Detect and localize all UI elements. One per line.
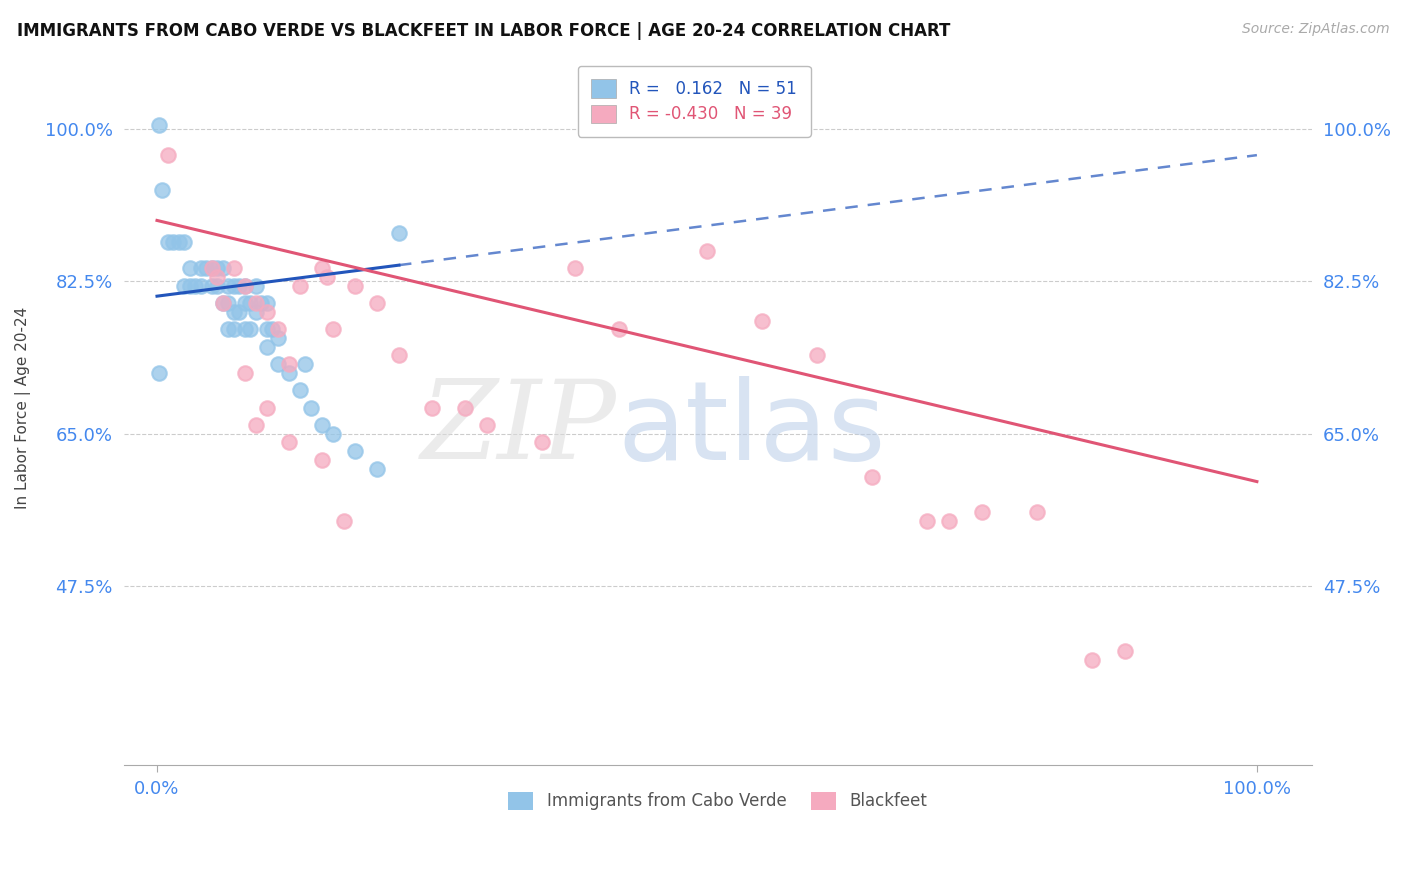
Point [222, 261, 245, 276]
Point [148, 118, 170, 132]
Point [333, 514, 356, 528]
Point [607, 322, 630, 336]
Point [207, 278, 229, 293]
Point [167, 235, 190, 250]
Point [278, 357, 301, 371]
Point [212, 296, 235, 310]
Point [343, 278, 366, 293]
Text: IMMIGRANTS FROM CABO VERDE VS BLACKFEET IN LABOR FORCE | AGE 20-24 CORRELATION C: IMMIGRANTS FROM CABO VERDE VS BLACKFEET … [17, 22, 950, 40]
Point [162, 235, 184, 250]
Point [299, 401, 322, 415]
Point [454, 401, 477, 415]
Point [228, 305, 250, 319]
Point [201, 261, 224, 276]
Point [179, 278, 201, 293]
Point [245, 417, 267, 432]
Point [256, 305, 278, 319]
Point [207, 261, 229, 276]
Point [1025, 505, 1047, 519]
Point [207, 270, 229, 285]
Point [696, 244, 718, 258]
Point [233, 278, 256, 293]
Point [218, 322, 240, 336]
Point [148, 366, 170, 380]
Point [256, 322, 278, 336]
Text: ZIP: ZIP [422, 376, 617, 483]
Point [322, 426, 344, 441]
Point [267, 322, 290, 336]
Point [245, 305, 267, 319]
Point [245, 296, 267, 310]
Point [222, 322, 245, 336]
Point [256, 296, 278, 310]
Text: atlas: atlas [617, 376, 886, 483]
Point [1081, 653, 1104, 667]
Point [190, 261, 212, 276]
Point [233, 278, 256, 293]
Point [212, 296, 235, 310]
Point [233, 296, 256, 310]
Point [420, 401, 443, 415]
Y-axis label: In Labor Force | Age 20-24: In Labor Force | Age 20-24 [15, 307, 31, 508]
Point [860, 470, 883, 484]
Text: Source: ZipAtlas.com: Source: ZipAtlas.com [1241, 22, 1389, 37]
Point [316, 270, 339, 285]
Point [564, 261, 586, 276]
Point [311, 261, 333, 276]
Point [250, 296, 273, 310]
Point [388, 227, 411, 241]
Point [222, 305, 245, 319]
Point [288, 383, 311, 397]
Point [228, 278, 250, 293]
Point [184, 278, 207, 293]
Point [201, 278, 224, 293]
Point [222, 278, 245, 293]
Point [267, 331, 290, 345]
Point [343, 444, 366, 458]
Point [751, 313, 773, 327]
Legend: Immigrants from Cabo Verde, Blackfeet: Immigrants from Cabo Verde, Blackfeet [502, 785, 934, 817]
Point [278, 366, 301, 380]
Point [233, 366, 256, 380]
Point [156, 148, 179, 162]
Point [311, 453, 333, 467]
Point [190, 278, 212, 293]
Point [195, 261, 218, 276]
Point [475, 417, 498, 432]
Point [530, 435, 553, 450]
Point [1114, 644, 1136, 658]
Point [218, 296, 240, 310]
Point [311, 417, 333, 432]
Point [938, 514, 960, 528]
Point [388, 348, 411, 362]
Point [278, 435, 301, 450]
Point [267, 357, 290, 371]
Point [262, 322, 284, 336]
Point [322, 322, 344, 336]
Point [294, 357, 316, 371]
Point [239, 296, 262, 310]
Point [212, 261, 235, 276]
Point [288, 278, 311, 293]
Point [152, 183, 174, 197]
Point [173, 278, 195, 293]
Point [201, 261, 224, 276]
Point [256, 340, 278, 354]
Point [156, 235, 179, 250]
Point [256, 401, 278, 415]
Point [970, 505, 993, 519]
Point [245, 278, 267, 293]
Point [366, 461, 388, 475]
Point [173, 235, 195, 250]
Point [915, 514, 938, 528]
Point [218, 278, 240, 293]
Point [239, 322, 262, 336]
Point [366, 296, 388, 310]
Point [233, 322, 256, 336]
Point [179, 261, 201, 276]
Point [806, 348, 828, 362]
